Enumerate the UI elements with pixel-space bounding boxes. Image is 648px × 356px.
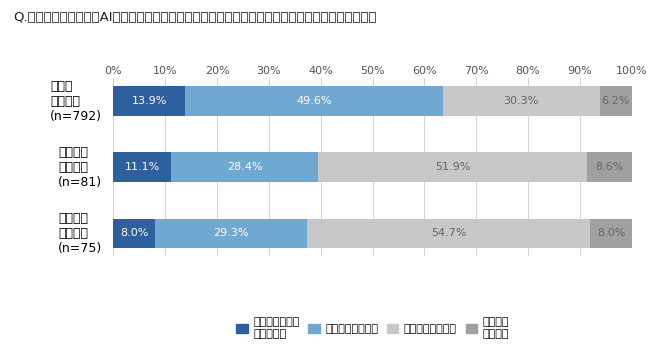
- Text: 8.6%: 8.6%: [596, 162, 623, 172]
- Bar: [113, 219, 155, 248]
- Bar: [113, 152, 171, 182]
- Bar: [443, 87, 599, 116]
- Text: 51.9%: 51.9%: [435, 162, 470, 172]
- Text: 6.2%: 6.2%: [601, 96, 630, 106]
- Bar: [318, 152, 587, 182]
- Text: 28.4%: 28.4%: [227, 162, 262, 172]
- Bar: [185, 87, 443, 116]
- Legend: 非常に楽しみで
効果に期待, 期待をもっている, 少し抵抗を感じる, 強い抵抗
を感じる: 非常に楽しみで 効果に期待, 期待をもっている, 少し抵抗を感じる, 強い抵抗 …: [232, 313, 513, 343]
- Text: 54.7%: 54.7%: [431, 228, 467, 239]
- Text: 29.3%: 29.3%: [213, 228, 249, 239]
- Text: 13.9%: 13.9%: [132, 96, 167, 106]
- Bar: [590, 219, 632, 248]
- Bar: [587, 152, 632, 182]
- Bar: [599, 87, 632, 116]
- Bar: [171, 152, 318, 182]
- Bar: [155, 219, 307, 248]
- Text: 49.6%: 49.6%: [296, 96, 332, 106]
- Text: 30.3%: 30.3%: [503, 96, 538, 106]
- Bar: [113, 87, 185, 116]
- Text: 8.0%: 8.0%: [120, 228, 148, 239]
- Text: 8.0%: 8.0%: [597, 228, 625, 239]
- Text: Q.業務へのシステム、AI、ロボット等による人間の仕事の代替について、どのように感じますか。: Q.業務へのシステム、AI、ロボット等による人間の仕事の代替について、どのように…: [13, 11, 376, 24]
- Bar: [307, 219, 590, 248]
- Text: 11.1%: 11.1%: [124, 162, 160, 172]
